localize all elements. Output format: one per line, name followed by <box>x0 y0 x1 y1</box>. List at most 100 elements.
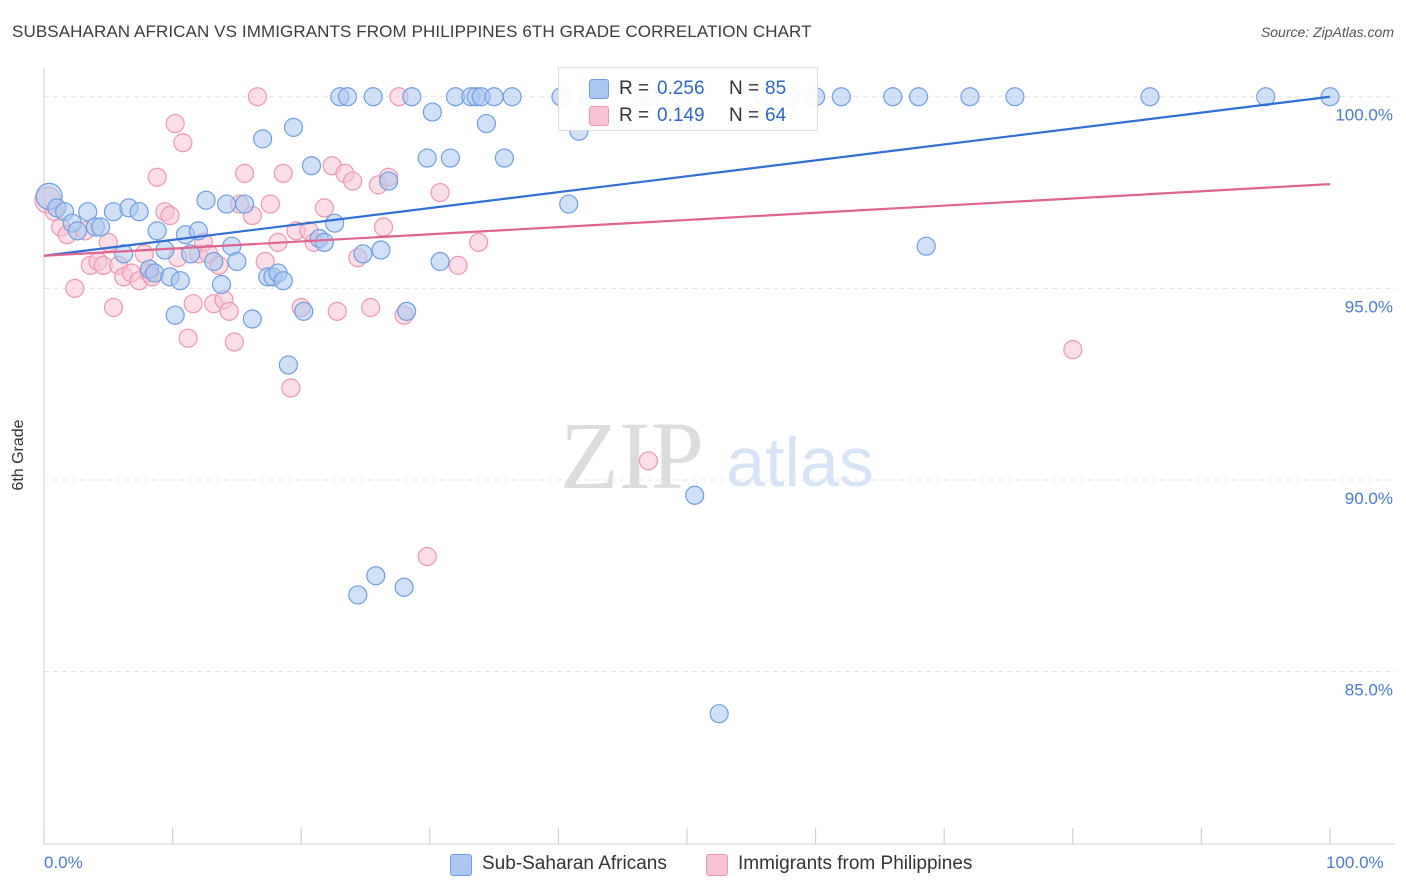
point-subsaharan <box>960 87 980 107</box>
legend-swatch-pink <box>706 854 728 876</box>
point-philippines <box>281 378 301 398</box>
stats-legend: R = 0.256 N = 85 R = 0.149 N = 64 <box>558 67 818 131</box>
point-subsaharan <box>348 585 368 605</box>
point-subsaharan <box>217 194 237 214</box>
point-philippines <box>638 451 659 471</box>
point-philippines <box>373 217 394 237</box>
point-subsaharan <box>883 87 903 107</box>
point-philippines <box>314 198 334 218</box>
legend-swatch-pink <box>589 106 609 126</box>
point-subsaharan <box>204 251 224 272</box>
point-subsaharan <box>147 221 167 241</box>
point-philippines <box>1063 340 1083 360</box>
point-subsaharan <box>165 305 185 325</box>
series-philippines <box>34 87 1083 567</box>
point-subsaharan <box>430 251 450 272</box>
point-philippines <box>219 301 239 321</box>
point-philippines <box>235 163 255 183</box>
point-subsaharan <box>402 87 422 107</box>
point-philippines <box>173 133 193 153</box>
r-value: 0.149 <box>657 105 705 126</box>
point-subsaharan <box>253 129 273 149</box>
point-subsaharan <box>1005 87 1025 107</box>
point-subsaharan <box>484 87 504 107</box>
y-tick-label: 95.0% <box>1345 297 1393 316</box>
point-philippines <box>224 332 244 352</box>
point-subsaharan <box>908 87 929 107</box>
point-subsaharan <box>67 221 88 241</box>
watermark-zip: ZIP <box>560 402 704 509</box>
chart-title: SUBSAHARAN AFRICAN VS IMMIGRANTS FROM PH… <box>12 22 812 41</box>
point-subsaharan <box>273 271 293 291</box>
legend-label: Immigrants from Philippines <box>738 853 973 874</box>
point-subsaharan <box>916 236 936 256</box>
point-subsaharan <box>196 190 216 210</box>
point-subsaharan <box>227 251 247 272</box>
r-label: R = <box>619 78 650 99</box>
grid-layer <box>44 96 1395 673</box>
legend-swatch-blue <box>589 79 609 99</box>
n-label: N = <box>729 105 760 126</box>
y-tick-label: 100.0% <box>1335 106 1393 125</box>
point-philippines <box>343 171 363 191</box>
point-subsaharan <box>502 87 522 107</box>
point-philippines <box>273 163 293 183</box>
point-philippines <box>448 255 468 275</box>
point-subsaharan <box>78 202 98 222</box>
point-subsaharan <box>366 566 386 586</box>
point-philippines <box>183 294 203 314</box>
legend-label: Sub-Saharan Africans <box>482 853 667 874</box>
point-subsaharan <box>211 274 232 295</box>
point-subsaharan <box>379 171 399 191</box>
point-subsaharan <box>831 87 851 107</box>
point-subsaharan <box>394 577 414 597</box>
trend-line-subsaharan <box>43 95 1331 257</box>
axis-layer <box>43 68 1395 845</box>
point-philippines <box>160 205 180 226</box>
point-subsaharan <box>278 355 298 375</box>
point-subsaharan <box>294 301 314 321</box>
point-subsaharan <box>709 704 729 724</box>
trend-line-philippines <box>43 183 1331 257</box>
point-philippines <box>417 546 437 567</box>
x-tick-label-min: 0.0% <box>44 853 83 872</box>
point-philippines <box>430 182 450 203</box>
y-tick-label: 85.0% <box>1345 681 1393 700</box>
n-value: 85 <box>765 78 787 99</box>
point-philippines <box>65 278 85 298</box>
point-subsaharan <box>283 117 304 137</box>
point-philippines <box>147 167 167 187</box>
watermark-atlas: atlas <box>726 423 874 501</box>
point-subsaharan <box>337 87 358 107</box>
point-subsaharan <box>417 148 437 168</box>
r-label: R = <box>619 105 650 126</box>
point-philippines <box>469 232 489 252</box>
r-value: 0.256 <box>657 78 705 99</box>
source-label: Source: ZipAtlas.com <box>1260 24 1394 40</box>
y-tick-labels: 85.0% 90.0% 95.0% 100.0% <box>1335 106 1393 700</box>
point-subsaharan <box>235 194 255 214</box>
point-subsaharan <box>476 113 496 134</box>
point-subsaharan <box>559 194 579 214</box>
point-subsaharan <box>170 271 190 291</box>
trend-lines <box>43 95 1331 257</box>
point-philippines <box>247 87 268 107</box>
point-philippines <box>327 301 347 321</box>
point-subsaharan <box>363 87 383 107</box>
point-subsaharan <box>685 485 705 505</box>
point-subsaharan <box>440 148 460 168</box>
point-subsaharan <box>397 301 417 321</box>
point-philippines <box>260 194 280 214</box>
point-subsaharan <box>181 244 201 264</box>
series-subsaharan <box>35 87 1340 724</box>
watermark: ZIP atlas <box>560 402 874 509</box>
n-label: N = <box>729 78 760 99</box>
point-subsaharan <box>371 240 391 260</box>
point-subsaharan <box>301 156 322 176</box>
point-subsaharan <box>353 244 373 264</box>
x-tick-label-max: 100.0% <box>1326 853 1384 872</box>
point-philippines <box>103 297 124 318</box>
point-philippines <box>165 113 185 134</box>
n-value: 64 <box>765 105 787 126</box>
